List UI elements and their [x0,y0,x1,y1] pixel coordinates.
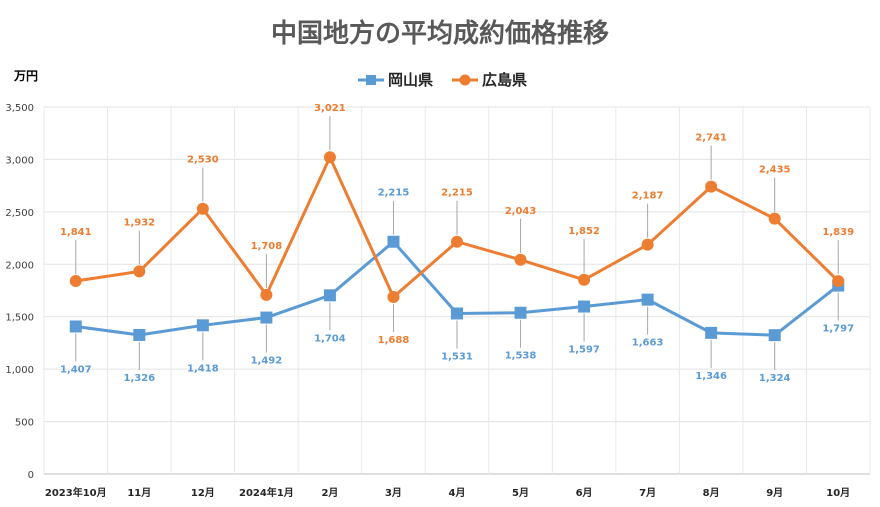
data-point-circle [387,291,400,304]
y-tick-label: 1,000 [5,365,34,376]
x-tick-label: 2月 [321,487,338,499]
data-point-square [768,329,781,342]
x-tick-label: 11月 [127,487,151,499]
data-label: 1,932 [123,217,155,228]
data-point-square [133,328,146,341]
y-axis-unit-label: 万円 [13,69,38,83]
x-axis-ticks: 2023年10月 11月 12月 2024年1月 2月 3月 4月 5月 6月 7月 8月 9月 10月 [45,486,850,499]
gridlines [43,106,871,475]
chart-title: 中国地方の平均成約価格推移 [271,18,609,49]
data-point-square [578,300,591,313]
data-label: 1,346 [695,371,727,382]
y-tick-label: 3,500 [5,103,34,114]
data-point-circle [578,273,591,286]
data-label: 1,407 [60,364,92,375]
data-point-circle [832,275,845,288]
data-point-circle [641,238,654,251]
x-tick-label: 3月 [385,487,402,499]
x-tick-label: 2024年1月 [239,486,294,499]
legend-square-marker [366,75,376,85]
data-point-circle [260,288,273,301]
data-label: 1,704 [314,333,346,344]
data-point-circle [514,253,527,266]
data-point-square [641,293,654,306]
data-label: 2,530 [187,155,219,166]
data-point-circle [705,180,718,193]
data-label: 1,326 [123,373,155,384]
data-label: 2,435 [759,165,791,176]
x-tick-label: 7月 [639,487,656,499]
data-label: 2,215 [441,188,473,199]
data-point-circle [768,212,781,225]
data-point-square [69,320,82,333]
data-label: 3,021 [314,103,346,114]
data-point-circle [323,151,336,164]
y-tick-label: 2,000 [5,260,34,271]
data-label: 2,741 [695,133,727,144]
x-tick-label: 10月 [826,487,850,499]
y-tick-label: 0 [28,470,34,481]
legend: 岡山県 広島県 [358,71,527,89]
legend-label-1: 岡山県 [388,71,433,89]
data-label: 1,531 [441,351,473,362]
data-label: 1,663 [632,338,664,349]
data-point-square [323,289,336,302]
data-label: 1,839 [822,227,854,238]
data-point-circle [196,202,209,215]
x-tick-label: 5月 [512,487,529,499]
data-label: 1,688 [378,335,410,346]
data-label: 1,841 [60,227,92,238]
legend-label-2: 広島県 [482,71,527,89]
data-label: 1,708 [251,241,283,252]
x-tick-label: 6月 [576,487,593,499]
x-tick-label: 2023年10月 [45,486,107,499]
data-point-circle [133,265,146,278]
data-point-square [705,326,718,339]
y-tick-label: 1,500 [5,313,34,324]
data-point-square [260,311,273,324]
data-label: 1,797 [822,324,854,335]
data-label: 2,187 [632,191,664,202]
data-label: 1,852 [568,226,600,237]
y-tick-label: 2,500 [5,208,34,219]
data-label: 1,492 [251,356,283,367]
y-axis-ticks: 0 500 1,000 1,500 2,000 2,500 3,000 3,500 [5,103,34,481]
data-label: 1,597 [568,345,600,356]
x-tick-label: 8月 [703,487,720,499]
y-tick-label: 3,000 [5,155,34,166]
y-tick-label: 500 [15,418,34,429]
data-point-circle [451,235,463,248]
series-layer [69,151,845,342]
data-label: 1,538 [505,351,537,362]
data-point-square [387,235,400,248]
data-point-circle [69,274,82,287]
x-tick-label: 4月 [449,487,466,499]
data-point-square [196,319,209,332]
data-point-square [514,306,527,319]
data-labels: 1,407 1,326 1,418 1,492 1,704 2,215 1,531 1,538… [60,103,854,384]
legend-circle-marker [459,74,471,86]
data-label: 2,043 [505,206,537,217]
data-label: 2,215 [378,188,410,199]
data-label: 1,418 [187,363,219,374]
x-tick-label: 9月 [766,487,783,499]
data-point-square [451,307,463,320]
data-label: 1,324 [759,373,791,384]
x-tick-label: 12月 [191,487,215,499]
